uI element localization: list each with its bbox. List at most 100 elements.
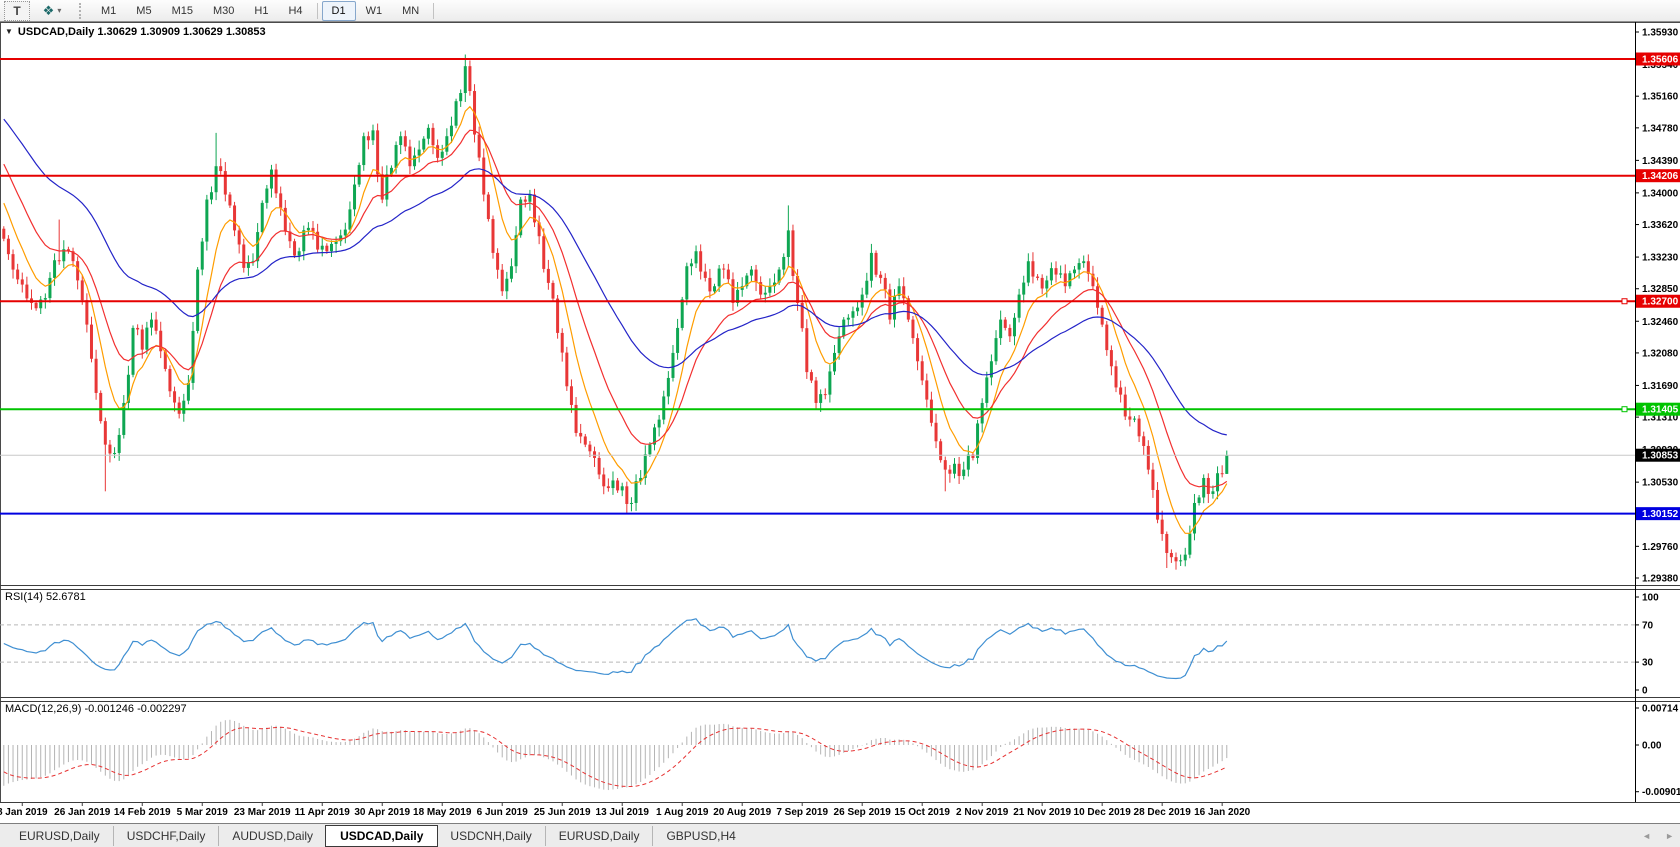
text-tool-label: T (13, 3, 21, 18)
svg-text:1.34000: 1.34000 (1642, 188, 1679, 199)
svg-text:1.35606: 1.35606 (1642, 55, 1679, 66)
svg-text:16 Jan 2020: 16 Jan 2020 (1194, 807, 1251, 818)
slow-ma-line (3, 118, 1227, 436)
svg-text:26 Sep 2019: 26 Sep 2019 (834, 807, 892, 818)
svg-text:1.33230: 1.33230 (1642, 253, 1679, 264)
macd-indicator-label: MACD(12,26,9) -0.001246 -0.002297 (5, 703, 187, 715)
svg-text:7 Sep 2019: 7 Sep 2019 (776, 807, 828, 818)
svg-text:1.34780: 1.34780 (1642, 123, 1679, 134)
svg-text:23 Mar 2019: 23 Mar 2019 (234, 807, 291, 818)
horizontal-level-lines[interactable] (0, 58, 1635, 515)
chart-tabs: EURUSD,Daily USDCHF,Daily AUDUSD,Daily USDC… (0, 824, 749, 847)
svg-text:14 Feb 2019: 14 Feb 2019 (114, 807, 171, 818)
svg-text:18 May 2019: 18 May 2019 (413, 807, 472, 818)
svg-text:1.30152: 1.30152 (1642, 509, 1679, 520)
svg-text:15 Oct 2019: 15 Oct 2019 (894, 807, 950, 818)
text-tool-button[interactable]: T (4, 0, 30, 21)
timeframe-button-mn[interactable]: MN (402, 4, 420, 17)
macd-panel (3, 719, 1228, 791)
svg-text:1.34206: 1.34206 (1642, 171, 1679, 182)
svg-text:1.30853: 1.30853 (1642, 451, 1679, 462)
svg-text:1.35930: 1.35930 (1642, 28, 1679, 39)
svg-text:2 Nov 2019: 2 Nov 2019 (956, 807, 1009, 818)
timeframe-button-d1[interactable]: D1 (321, 0, 356, 21)
tab-5-eurusd-daily[interactable]: EURUSD,Daily (544, 825, 653, 846)
fast-ma-line (3, 105, 1228, 534)
svg-text:1.32700: 1.32700 (1642, 297, 1679, 308)
timeframe-button-m5[interactable]: M5 (136, 4, 152, 17)
date-axis[interactable]: 8 Jan 2019 26 Jan 2019 14 Feb 2019 5 Mar 20… (0, 802, 1251, 818)
svg-text:1.31690: 1.31690 (1642, 381, 1679, 392)
svg-text:1.34390: 1.34390 (1642, 156, 1679, 167)
svg-text:1.32460: 1.32460 (1642, 317, 1679, 328)
chart-title: ▼ USDCAD,Daily 1.30629 1.30909 1.30629 1.… (5, 26, 266, 38)
tab-0-eurusd-daily[interactable]: EURUSD,Daily (19, 828, 100, 843)
timeframe-button-h1[interactable]: H1 (254, 4, 269, 17)
svg-text:5 Mar 2019: 5 Mar 2019 (177, 807, 229, 818)
rsi-line (3, 618, 1228, 680)
collapse-triangle-icon: ▼ (5, 27, 13, 36)
toolbar-drag-handle[interactable] (79, 2, 84, 19)
tab-1-usdchf-daily[interactable]: USDCHF,Daily (112, 825, 219, 846)
pane-separators[interactable] (0, 22, 1680, 803)
timeframe-button-group: M1 M5 M15 M30 H1 H4 D1 W1 MN (91, 0, 438, 21)
chart-title-text: USDCAD,Daily 1.30629 1.30909 1.30629 1.3… (17, 26, 266, 38)
svg-text:11 Apr 2019: 11 Apr 2019 (295, 807, 351, 818)
price-chart-canvas[interactable]: 1.35930 1.35540 1.35160 1.34780 1.34390 1.340… (0, 22, 1680, 823)
svg-text:100: 100 (1642, 593, 1659, 604)
rsi-axis: 100 70 30 0 (1635, 593, 1659, 697)
macd-signal-line (3, 726, 1228, 787)
tab-scroll-left-icon[interactable]: ◄ (1642, 830, 1652, 841)
svg-text:1.35160: 1.35160 (1642, 92, 1679, 103)
macd-axis: 0.00714 0.00 -0.009015 (1635, 704, 1680, 798)
chart-frame (0, 22, 1680, 802)
arrows-tool-button[interactable]: ❖ ▾ (34, 2, 70, 20)
svg-text:30 Apr 2019: 30 Apr 2019 (354, 807, 410, 818)
tab-6-gbpusd-h4[interactable]: GBPUSD,H4 (652, 825, 748, 846)
svg-text:20 Aug 2019: 20 Aug 2019 (713, 807, 771, 818)
svg-text:30: 30 (1642, 658, 1654, 669)
svg-text:1.29760: 1.29760 (1642, 542, 1679, 553)
svg-text:1.32850: 1.32850 (1642, 284, 1679, 295)
svg-text:1.31405: 1.31405 (1642, 405, 1679, 416)
chart-window: 1.35930 1.35540 1.35160 1.34780 1.34390 1.340… (0, 22, 1680, 823)
svg-text:-0.009015: -0.009015 (1642, 787, 1680, 798)
svg-text:70: 70 (1642, 620, 1654, 631)
svg-text:6 Jun 2019: 6 Jun 2019 (477, 807, 529, 818)
timeframe-button-m30[interactable]: M30 (212, 4, 235, 17)
tab-2-audusd-daily[interactable]: AUDUSD,Daily (218, 825, 326, 846)
svg-text:10 Dec 2019: 10 Dec 2019 (1074, 807, 1132, 818)
svg-text:0.00714: 0.00714 (1642, 704, 1679, 715)
svg-text:21 Nov 2019: 21 Nov 2019 (1013, 807, 1071, 818)
candlesticks (2, 54, 1229, 570)
arrows-tool-icon: ❖ (42, 3, 55, 18)
timeframe-button-m1[interactable]: M1 (101, 4, 117, 17)
svg-text:0.00: 0.00 (1642, 741, 1662, 752)
svg-text:1.29380: 1.29380 (1642, 574, 1679, 585)
timeframe-button-w1[interactable]: W1 (365, 4, 383, 17)
svg-text:1.31310: 1.31310 (1642, 413, 1679, 424)
tab-scroll-controls: ◄ ► (1642, 831, 1674, 841)
chevron-down-icon: ▾ (57, 6, 62, 15)
toolbar: T ❖ ▾ M1 M5 M15 M30 H1 H4 D1 W1 MN (0, 0, 1680, 22)
price-axis[interactable]: 1.35930 1.35540 1.35160 1.34780 1.34390 1.340… (1635, 28, 1680, 585)
toolbar-separator (433, 2, 435, 19)
svg-text:1.32080: 1.32080 (1642, 348, 1679, 359)
rsi-panel (0, 618, 1635, 680)
svg-text:1.35540: 1.35540 (1642, 60, 1679, 71)
svg-text:0: 0 (1642, 686, 1648, 697)
svg-text:25 Jun 2019: 25 Jun 2019 (534, 807, 591, 818)
rsi-indicator-label: RSI(14) 52.6781 (5, 591, 86, 603)
svg-text:8 Jan 2019: 8 Jan 2019 (0, 807, 48, 818)
svg-text:1.30530: 1.30530 (1642, 478, 1679, 489)
timeframe-button-m15[interactable]: M15 (171, 4, 193, 17)
tab-scroll-right-icon[interactable]: ► (1665, 830, 1674, 841)
svg-text:1 Aug 2019: 1 Aug 2019 (656, 807, 709, 818)
svg-text:28 Dec 2019: 28 Dec 2019 (1134, 807, 1192, 818)
svg-text:1.33620: 1.33620 (1642, 220, 1679, 231)
timeframe-button-h4[interactable]: H4 (288, 4, 303, 17)
svg-text:13 Jul 2019: 13 Jul 2019 (596, 807, 650, 818)
tab-4-usdcnh-daily[interactable]: USDCNH,Daily (450, 828, 532, 843)
tab-3-usdcad-daily[interactable]: USDCAD,Daily (325, 824, 439, 847)
